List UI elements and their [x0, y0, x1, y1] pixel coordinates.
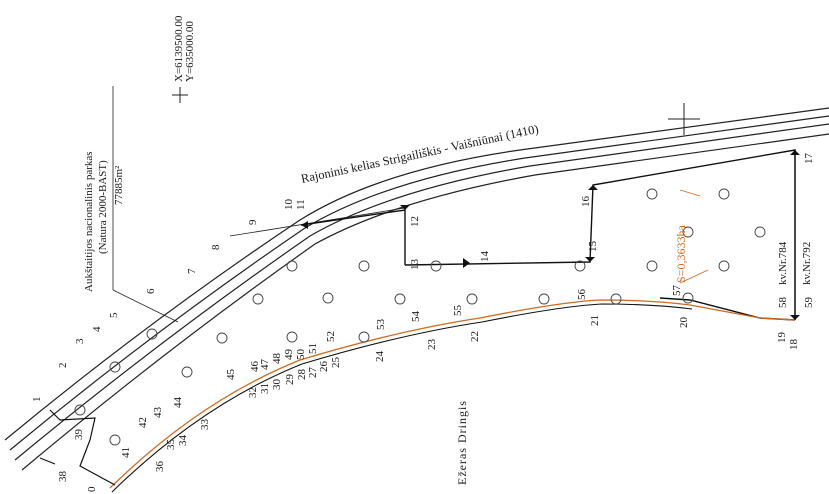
left-boundary	[49, 409, 116, 486]
lake-shoreline	[109, 299, 796, 489]
lake-label: Ežeras Dringis	[455, 400, 469, 485]
point-30: 30	[271, 379, 283, 391]
point-9: 9	[247, 219, 259, 225]
point-22: 22	[469, 331, 481, 342]
coord-x-label: X=6139500.00	[173, 15, 185, 82]
point-31: 31	[259, 383, 271, 394]
point-33: 33	[199, 419, 211, 431]
point-38: 38	[57, 471, 69, 483]
point-0: 0	[86, 486, 98, 492]
point-17: 17	[803, 153, 815, 165]
point-11: 11	[295, 199, 307, 210]
point-49: 49	[283, 349, 295, 361]
point-51: 51	[307, 343, 319, 354]
point-28: 28	[296, 369, 308, 381]
kv-792-label: kv.Nr.792	[801, 242, 813, 285]
point-48: 48	[271, 353, 283, 365]
point-53: 53	[375, 319, 387, 331]
lake-shoreline-dark	[111, 303, 693, 493]
point-13: 13	[409, 259, 421, 271]
grid-cross-top-left	[172, 87, 188, 103]
point-15: 15	[587, 241, 599, 253]
point-16: 16	[580, 196, 592, 208]
point-36: 36	[154, 461, 166, 473]
coord-y-label: Y=635000.00	[184, 21, 196, 82]
point-2: 2	[57, 363, 69, 369]
point-5: 5	[108, 312, 120, 318]
grid-cross-right	[668, 103, 700, 135]
point-35: 35	[165, 439, 177, 451]
point-24: 24	[374, 351, 386, 363]
point-56: 56	[576, 289, 588, 301]
park-code-label: (Natura 2000-BAST)	[97, 160, 109, 254]
point-29: 29	[284, 374, 296, 386]
point-43: 43	[152, 407, 164, 419]
point-55: 55	[452, 305, 464, 317]
point-19: 19	[776, 332, 788, 344]
point-59: 59	[803, 297, 815, 309]
point-7: 7	[186, 268, 198, 274]
point-20: 20	[678, 317, 690, 329]
road	[4, 107, 829, 471]
point-25: 25	[330, 357, 342, 369]
point-32: 32	[247, 387, 259, 398]
point-labels: 0 1 2 3 4 5 6 7 8 9 10 11 12 13 14 15 16…	[31, 153, 815, 493]
plot-boundary	[300, 149, 796, 321]
point-34: 34	[177, 435, 189, 447]
point-52: 52	[325, 331, 337, 342]
point-10: 10	[283, 199, 295, 211]
point-54: 54	[410, 311, 422, 323]
area-leader	[679, 189, 701, 197]
arrowheads	[301, 150, 800, 320]
point-50: 50	[295, 349, 307, 361]
park-leader-line	[112, 289, 179, 323]
point-1: 1	[31, 397, 43, 403]
point-23: 23	[426, 339, 438, 351]
point-39: 39	[73, 429, 85, 441]
point-18: 18	[788, 339, 800, 351]
point-46: 46	[249, 361, 261, 373]
point-12: 12	[409, 216, 421, 227]
road-label: Rajoninis kelias Strigailiškis - Vaišniū…	[300, 122, 540, 186]
point-57: 57	[671, 285, 683, 297]
kv-784-label: kv.Nr.784	[777, 241, 789, 285]
tree-markers	[74, 188, 766, 446]
point-26: 26	[318, 361, 330, 373]
left-boundary-2	[39, 457, 56, 465]
point-47: 47	[259, 359, 271, 371]
point-58: 58	[777, 297, 789, 309]
point-6: 6	[145, 288, 157, 294]
plot-area-label: S=0,3633ha	[674, 225, 688, 283]
park-name-label: Aukštaitijos nacionalinis parkas	[83, 151, 95, 292]
point-21: 21	[589, 315, 601, 326]
area-leader-2	[679, 269, 709, 284]
point-44: 44	[172, 397, 184, 409]
point-41: 41	[120, 447, 132, 458]
park-area-label: 77885m²	[113, 165, 125, 205]
point-45: 45	[225, 369, 237, 381]
point-42: 42	[137, 417, 149, 428]
point-14: 14	[479, 251, 491, 263]
point-4: 4	[91, 326, 103, 332]
point-3: 3	[74, 338, 86, 344]
point-27: 27	[307, 367, 319, 379]
point-8: 8	[210, 244, 222, 250]
